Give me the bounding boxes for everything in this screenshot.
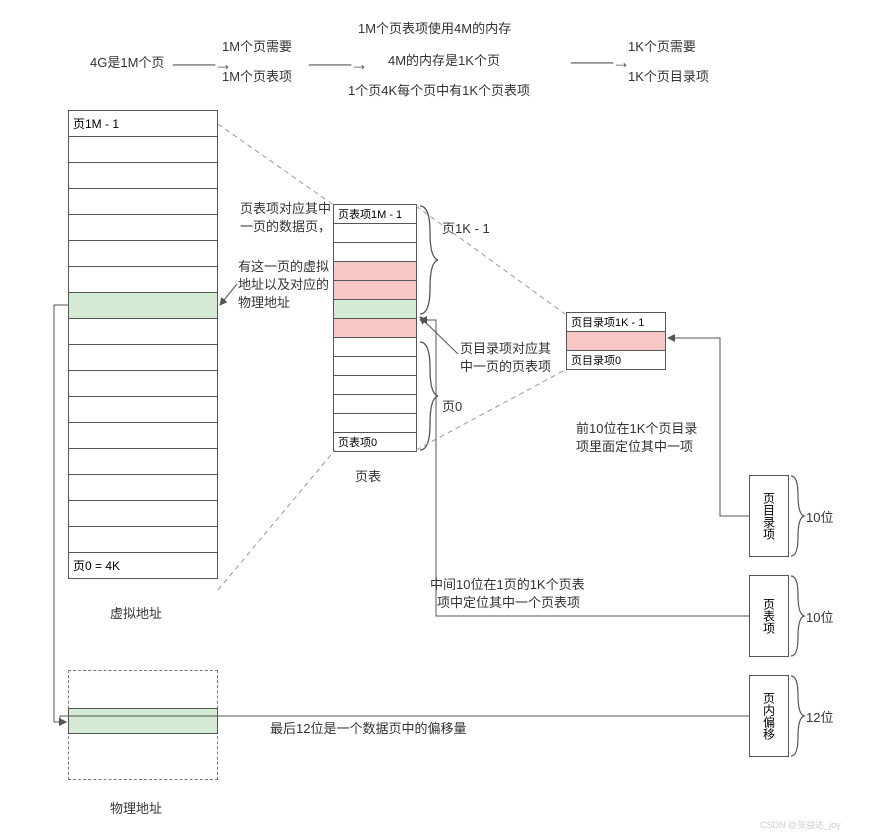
virt-row: 页0 = 4K <box>68 552 218 579</box>
bits-label-2: 页表项 <box>761 598 778 634</box>
bits-val-3: 12位 <box>806 709 833 727</box>
virt-row <box>68 162 218 189</box>
pte-row <box>333 261 417 281</box>
phys-highlight-row <box>68 708 218 734</box>
flow-arrow-3: ⸻→ <box>570 48 628 74</box>
note-mid10a: 中间10位在1页的1K个页表 <box>430 576 585 594</box>
pde-row: 页目录项0 <box>566 350 666 370</box>
pde-row: 页目录项1K - 1 <box>566 312 666 332</box>
virt-row <box>68 136 218 163</box>
virt-row <box>68 266 218 293</box>
pte-row <box>333 280 417 300</box>
flow-arrow-2: ⸻→ <box>308 50 366 76</box>
pte-row <box>333 299 417 319</box>
brace-bits-1 <box>790 475 806 557</box>
pde-note1a: 页目录项对应其 <box>460 340 551 358</box>
virt-row <box>68 240 218 267</box>
virt-row: 页1M - 1 <box>68 110 218 137</box>
midnote-a1: 页表项对应其中 <box>240 200 331 218</box>
flow-n4a: 1K个页需要 <box>628 38 696 56</box>
flow-n2b: 1M个页表项 <box>222 68 292 86</box>
pte-note-top: 页1K - 1 <box>442 220 490 238</box>
virt-row <box>68 396 218 423</box>
pde-row <box>566 331 666 351</box>
note-mid10b: 项中定位其中一个页表项 <box>437 594 580 612</box>
flow-n1: 4G是1M个页 <box>90 54 164 72</box>
note-last12: 最后12位是一个数据页中的偏移量 <box>270 720 466 738</box>
pte-row: 页表项0 <box>333 432 417 452</box>
flow-n3c: 1个页4K每个页中有1K个页表项 <box>348 82 530 100</box>
brace-top <box>418 204 440 316</box>
pte-label: 页表 <box>355 468 381 486</box>
bits-val-1: 10位 <box>806 509 833 527</box>
pte-row <box>333 242 417 262</box>
midnote-b3: 物理地址 <box>238 294 290 312</box>
virt-row <box>68 292 218 319</box>
pte-row <box>333 318 417 338</box>
virt-row <box>68 422 218 449</box>
virt-row <box>68 188 218 215</box>
bits-label-3: 页内偏移 <box>761 692 778 740</box>
virt-row <box>68 370 218 397</box>
brace-bits-3 <box>790 675 806 757</box>
midnote-b1: 有这一页的虚拟 <box>238 258 329 276</box>
bits-label-1: 页目录项 <box>761 492 778 540</box>
virt-row <box>68 474 218 501</box>
midnote-b2: 地址以及对应的 <box>238 276 329 294</box>
virt-label: 虚拟地址 <box>110 605 162 623</box>
brace-bot <box>418 340 440 452</box>
bits-box-2: 页表项 <box>749 575 789 657</box>
flow-n3b: 4M的内存是1K个页 <box>388 52 500 70</box>
pte-row <box>333 223 417 243</box>
flow-n3a: 1M个页表项使用4M的内存 <box>358 20 511 38</box>
virt-row <box>68 448 218 475</box>
pde-note1b: 中一页的页表项 <box>460 358 551 376</box>
pte-note-bot: 页0 <box>442 398 462 416</box>
pte-row <box>333 337 417 357</box>
virt-row <box>68 318 218 345</box>
midnote-a2: 一页的数据页， <box>240 218 331 236</box>
virt-row <box>68 526 218 553</box>
pde-note2b: 项里面定位其中一项 <box>576 438 693 456</box>
pde-note2a: 前10位在1K个页目录 <box>576 420 697 438</box>
pte-row <box>333 356 417 376</box>
flow-n2a: 1M个页需要 <box>222 38 292 56</box>
phys-label: 物理地址 <box>110 800 162 818</box>
virt-row <box>68 344 218 371</box>
pte-row <box>333 375 417 395</box>
bits-val-2: 10位 <box>806 609 833 627</box>
virt-row <box>68 214 218 241</box>
pte-row: 页表项1M - 1 <box>333 204 417 224</box>
pte-row <box>333 413 417 433</box>
watermark: CSDN @张益达_joy <box>760 818 841 831</box>
virt-row <box>68 500 218 527</box>
pte-row <box>333 394 417 414</box>
bits-box-1: 页目录项 <box>749 475 789 557</box>
bits-box-3: 页内偏移 <box>749 675 789 757</box>
brace-bits-2 <box>790 575 806 657</box>
flow-n4b: 1K个页目录项 <box>628 68 709 86</box>
